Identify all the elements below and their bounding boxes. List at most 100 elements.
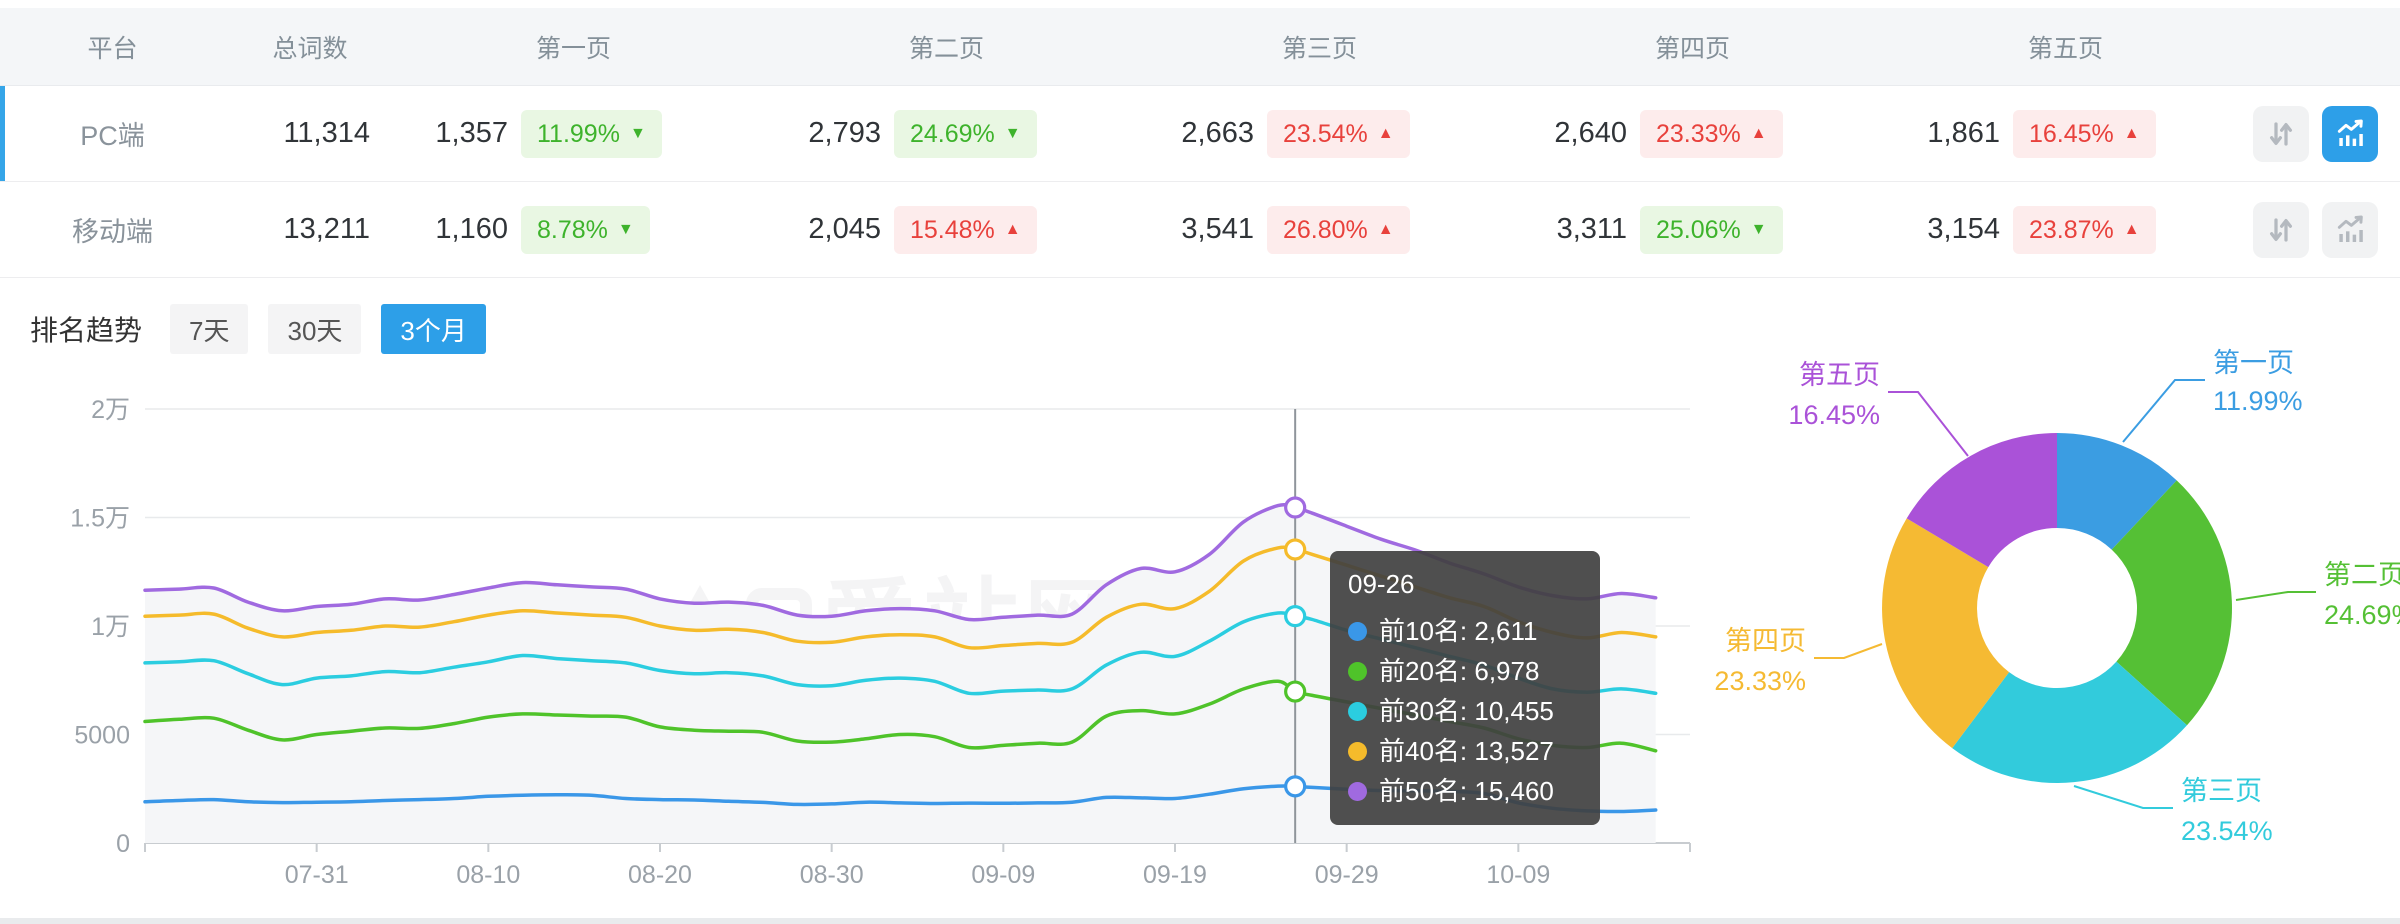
trend-section: 排名趋势 7天 30天 3个月 0 5000 1万 1.5万 2万 07-31 08-10 0…: [0, 278, 2400, 924]
trend-arrow-icon: ▲: [1377, 124, 1394, 142]
page-count: 1,160: [435, 213, 508, 245]
page3-cell: 2,663 23.54% ▲: [1116, 109, 1489, 158]
donut-leader-line: [2073, 785, 2173, 809]
x-axis-tick-label: 09-09: [971, 861, 1035, 889]
show-chart-button[interactable]: [2322, 201, 2378, 258]
donut-slice-第二页: [2111, 480, 2232, 726]
page3-cell: 3,541 26.80% ▲: [1116, 205, 1489, 254]
header-page-3: 第三页: [1281, 34, 1357, 63]
page5-cell: 1,861 16.45% ▲: [1862, 109, 2235, 158]
x-axis-tick-label: 09-29: [1315, 861, 1379, 889]
donut-leader-line: [1888, 391, 1969, 457]
trend-header: 排名趋势 7天 30天 3个月: [30, 304, 506, 354]
table-header: 平台 总词数 第一页 第二页 第三页 第四页 第五页: [0, 8, 2400, 86]
trend-arrow-icon: ▼: [629, 124, 646, 142]
trend-arrow-icon: ▲: [2123, 124, 2140, 142]
tab-7-days[interactable]: 7天: [170, 304, 249, 354]
header-page-4: 第四页: [1654, 34, 1730, 63]
sort-arrows-icon: [2270, 121, 2292, 146]
donut-slice-name: 第五页: [1799, 360, 1880, 390]
donut-slice-name: 第三页: [2181, 776, 2262, 806]
y-axis-tick-label: 5000: [74, 722, 130, 750]
donut-slice-第四页: [1882, 518, 2010, 749]
trend-arrow-icon: ▲: [1004, 220, 1021, 238]
donut-slice-第一页: [2057, 433, 2177, 550]
donut-slice-第三页: [1952, 661, 2187, 783]
page-count: 1,861: [1927, 117, 2000, 149]
donut-leader-line: [2122, 379, 2205, 443]
page4-cell: 3,311 25.06% ▼: [1489, 205, 1862, 254]
trend-badge: 23.87% ▲: [2013, 205, 2156, 254]
donut-leader-line: [2235, 591, 2316, 601]
donut-slice-name: 第一页: [2213, 348, 2294, 378]
total-words-value: 11,314: [283, 117, 370, 149]
page-count: 3,541: [1181, 213, 1254, 245]
trend-badge: 23.54% ▲: [1267, 109, 1410, 158]
page5-cell: 3,154 23.87% ▲: [1862, 205, 2235, 254]
highlight-marker: [1284, 775, 1307, 798]
total-words-value: 13,211: [283, 213, 370, 245]
percent-value: 23.87%: [2029, 215, 2114, 244]
donut-slice-name: 第二页: [2324, 560, 2400, 590]
header-page-2: 第二页: [908, 34, 984, 63]
page4-cell: 2,640 23.33% ▲: [1489, 109, 1862, 158]
platform-label: PC端: [80, 121, 145, 151]
donut-slice-第五页: [1906, 433, 2057, 568]
y-axis-tick-label: 1万: [91, 613, 130, 641]
header-page-5: 第五页: [2027, 34, 2103, 63]
highlight-marker: [1284, 496, 1307, 519]
x-axis-tick-label: 07-31: [285, 861, 349, 889]
show-chart-button-active[interactable]: [2322, 105, 2378, 162]
line-chart-icon: [2337, 214, 2363, 242]
tab-3-months[interactable]: 3个月: [381, 304, 486, 354]
trend-badge: 23.33% ▲: [1640, 109, 1783, 158]
y-axis-tick-label: 2万: [91, 396, 130, 424]
sort-button[interactable]: [2253, 105, 2309, 162]
page-count: 2,663: [1181, 117, 1254, 149]
percent-value: 24.69%: [910, 119, 995, 148]
page-count: 3,154: [1927, 213, 2000, 245]
percent-value: 25.06%: [1656, 215, 1741, 244]
trend-arrow-icon: ▼: [1750, 220, 1767, 238]
trend-title: 排名趋势: [30, 315, 143, 346]
table-row-mobile[interactable]: 移动端 13,211 1,160 8.78% ▼ 2,045 15.48% ▲ …: [0, 182, 2400, 278]
donut-slice-name: 第四页: [1725, 626, 1806, 656]
trend-badge: 8.78% ▼: [521, 205, 650, 254]
percent-value: 23.54%: [1283, 119, 1368, 148]
platform-label: 移动端: [72, 217, 153, 247]
trend-arrow-icon: ▲: [2123, 220, 2140, 238]
trend-line-and-donut-chart[interactable]: 0 5000 1万 1.5万 2万 07-31 08-10 08-20 08-30 09-09 09…: [0, 278, 2400, 924]
y-axis-tick-label: 0: [116, 830, 130, 858]
trend-badge: 16.45% ▲: [2013, 109, 2156, 158]
top-strip: [0, 0, 2400, 8]
page-count: 2,640: [1554, 117, 1627, 149]
tab-30-days[interactable]: 30天: [268, 304, 362, 354]
row-actions: [2235, 201, 2400, 258]
header-platform: 平台: [87, 34, 138, 63]
highlight-marker: [1284, 605, 1307, 628]
page-count: 2,045: [808, 213, 881, 245]
donut-slice-percent: 11.99%: [2213, 386, 2303, 416]
sort-button[interactable]: [2253, 201, 2309, 258]
series-line-前50名: [143, 502, 1658, 622]
highlight-marker: [1284, 538, 1307, 561]
donut-leader-line: [1814, 643, 1883, 659]
bottom-strip: [0, 918, 2400, 924]
table-row-pc[interactable]: PC端 11,314 1,357 11.99% ▼ 2,793 24.69% ▼…: [0, 86, 2400, 182]
page-count: 3,311: [1556, 213, 1627, 245]
header-total-words: 总词数: [272, 34, 348, 63]
trend-badge: 25.06% ▼: [1640, 205, 1783, 254]
page-count: 1,357: [435, 117, 508, 149]
header-page-1: 第一页: [535, 34, 611, 63]
line-chart-icon: [2337, 118, 2363, 146]
x-axis-tick-label: 09-19: [1143, 861, 1207, 889]
trend-arrow-icon: ▼: [1004, 124, 1021, 142]
page1-cell: 1,357 11.99% ▼: [370, 109, 743, 158]
sort-arrows-icon: [2270, 217, 2292, 242]
x-axis-tick-label: 08-30: [800, 861, 864, 889]
donut-chart: 第一页 11.99% 第二页 24.69% 第三页 23.54% 第四页 23.33% 第五页 1…: [1714, 348, 2400, 846]
percent-value: 15.48%: [910, 215, 995, 244]
page2-cell: 2,045 15.48% ▲: [743, 205, 1116, 254]
trend-badge: 15.48% ▲: [894, 205, 1037, 254]
page1-cell: 1,160 8.78% ▼: [370, 205, 743, 254]
